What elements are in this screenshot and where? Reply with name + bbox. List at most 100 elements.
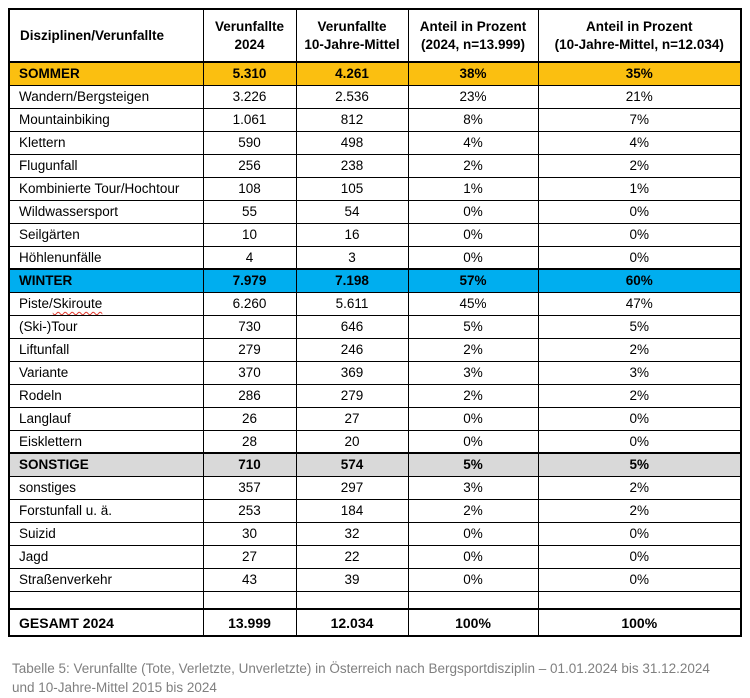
verunfallte-10jahre-cell: 498 — [295, 130, 409, 155]
table-row: Wildwassersport 55 54 0% 0% — [8, 199, 742, 224]
anteil-2024-cell: 3% — [407, 475, 539, 500]
table-row: Forstunfall u. ä. 253 184 2% 2% — [8, 498, 742, 523]
table-row — [8, 590, 742, 610]
table-row: Rodeln 286 279 2% 2% — [8, 383, 742, 408]
spellcheck-underlined-word: Skiroute — [52, 296, 103, 311]
verunfallte-2024-cell: 730 — [202, 314, 297, 339]
anteil-2024-cell: 2% — [407, 383, 539, 408]
table-row: Jagd 27 22 0% 0% — [8, 544, 742, 569]
anteil-2024-cell: 0% — [407, 521, 539, 546]
verunfallte-10jahre-cell: 22 — [295, 544, 409, 569]
anteil-2024-cell: 100% — [407, 608, 539, 637]
discipline-cell: Wandern/Bergsteigen — [8, 84, 204, 109]
verunfallte-10jahre-cell: 246 — [295, 337, 409, 362]
verunfallte-2024-cell: 7.979 — [202, 268, 297, 293]
discipline-cell: Piste/Skiroute — [8, 291, 204, 316]
discipline-cell: Jagd — [8, 544, 204, 569]
verunfallte-10jahre-cell: 2.536 — [295, 84, 409, 109]
verunfallte-10jahre-cell: 54 — [295, 199, 409, 224]
table-row: Kombinierte Tour/Hochtour 108 105 1% 1% — [8, 176, 742, 201]
anteil-2024-cell: 5% — [407, 314, 539, 339]
column-header-verunfallte-10jahre: Verunfallte 10-Jahre-Mittel — [295, 8, 409, 63]
header-row: Disziplinen/Verunfallte Verunfallte 2024… — [8, 8, 742, 63]
verunfallte-10jahre-cell: 574 — [295, 452, 409, 477]
verunfallte-2024-cell: 253 — [202, 498, 297, 523]
verunfallte-2024-cell: 30 — [202, 521, 297, 546]
table-row: Eisklettern 28 20 0% 0% — [8, 429, 742, 454]
verunfallte-2024-cell: 10 — [202, 222, 297, 247]
anteil-10jahre-cell: 0% — [537, 521, 742, 546]
accident-statistics-table-container: Disziplinen/Verunfallte Verunfallte 2024… — [8, 8, 742, 695]
anteil-10jahre-cell: 0% — [537, 406, 742, 431]
discipline-cell — [8, 590, 204, 610]
discipline-cell: Straßenverkehr — [8, 567, 204, 592]
anteil-10jahre-cell: 2% — [537, 475, 742, 500]
table-row: Mountainbiking 1.061 812 8% 7% — [8, 107, 742, 132]
anteil-2024-cell: 45% — [407, 291, 539, 316]
anteil-10jahre-cell: 0% — [537, 222, 742, 247]
table-caption: Tabelle 5: Verunfallte (Tote, Verletzte,… — [12, 660, 750, 698]
anteil-2024-cell: 2% — [407, 337, 539, 362]
discipline-cell: Höhlenunfälle — [8, 245, 204, 270]
anteil-2024-cell: 4% — [407, 130, 539, 155]
anteil-10jahre-cell: 7% — [537, 107, 742, 132]
anteil-10jahre-cell: 60% — [537, 268, 742, 293]
verunfallte-10jahre-cell: 279 — [295, 383, 409, 408]
table-row: Suizid 30 32 0% 0% — [8, 521, 742, 546]
verunfallte-2024-cell: 13.999 — [202, 608, 297, 637]
anteil-2024-cell: 0% — [407, 406, 539, 431]
verunfallte-10jahre-cell: 12.034 — [295, 608, 409, 637]
anteil-2024-cell: 38% — [407, 61, 539, 86]
verunfallte-10jahre-cell: 238 — [295, 153, 409, 178]
table-row: Flugunfall 256 238 2% 2% — [8, 153, 742, 178]
verunfallte-2024-cell: 286 — [202, 383, 297, 408]
verunfallte-10jahre-cell: 646 — [295, 314, 409, 339]
verunfallte-2024-cell: 5.310 — [202, 61, 297, 86]
discipline-cell: Kombinierte Tour/Hochtour — [8, 176, 204, 201]
table-row: Seilgärten 10 16 0% 0% — [8, 222, 742, 247]
table-row: Klettern 590 498 4% 4% — [8, 130, 742, 155]
verunfallte-10jahre-cell: 32 — [295, 521, 409, 546]
discipline-cell: Wildwassersport — [8, 199, 204, 224]
discipline-cell: WINTER — [8, 268, 204, 293]
anteil-10jahre-cell: 0% — [537, 199, 742, 224]
table-row: sonstiges 357 297 3% 2% — [8, 475, 742, 500]
table-row: (Ski-)Tour 730 646 5% 5% — [8, 314, 742, 339]
discipline-cell: Suizid — [8, 521, 204, 546]
verunfallte-10jahre-cell: 39 — [295, 567, 409, 592]
table-header: Disziplinen/Verunfallte Verunfallte 2024… — [8, 8, 742, 63]
anteil-10jahre-cell: 35% — [537, 61, 742, 86]
discipline-cell: (Ski-)Tour — [8, 314, 204, 339]
discipline-cell: sonstiges — [8, 475, 204, 500]
discipline-cell: GESAMT 2024 — [8, 608, 204, 637]
table-row: Straßenverkehr 43 39 0% 0% — [8, 567, 742, 592]
verunfallte-10jahre-cell: 7.198 — [295, 268, 409, 293]
discipline-cell: Mountainbiking — [8, 107, 204, 132]
discipline-cell: Variante — [8, 360, 204, 385]
anteil-10jahre-cell: 0% — [537, 567, 742, 592]
anteil-10jahre-cell: 2% — [537, 498, 742, 523]
table-row: Langlauf 26 27 0% 0% — [8, 406, 742, 431]
column-header-anteil-10jahre: Anteil in Prozent (10-Jahre-Mittel, n=12… — [537, 8, 742, 63]
anteil-2024-cell: 23% — [407, 84, 539, 109]
verunfallte-2024-cell: 590 — [202, 130, 297, 155]
verunfallte-2024-cell: 1.061 — [202, 107, 297, 132]
discipline-cell: Liftunfall — [8, 337, 204, 362]
verunfallte-10jahre-cell: 5.611 — [295, 291, 409, 316]
anteil-10jahre-cell — [537, 590, 742, 610]
anteil-10jahre-cell: 0% — [537, 429, 742, 454]
verunfallte-2024-cell — [202, 590, 297, 610]
verunfallte-10jahre-cell: 184 — [295, 498, 409, 523]
anteil-10jahre-cell: 5% — [537, 314, 742, 339]
verunfallte-2024-cell: 28 — [202, 429, 297, 454]
anteil-2024-cell: 0% — [407, 245, 539, 270]
verunfallte-2024-cell: 4 — [202, 245, 297, 270]
table-row: SONSTIGE 710 574 5% 5% — [8, 452, 742, 477]
verunfallte-2024-cell: 370 — [202, 360, 297, 385]
verunfallte-10jahre-cell: 4.261 — [295, 61, 409, 86]
discipline-cell: Forstunfall u. ä. — [8, 498, 204, 523]
anteil-2024-cell — [407, 590, 539, 610]
verunfallte-2024-cell: 55 — [202, 199, 297, 224]
anteil-10jahre-cell: 3% — [537, 360, 742, 385]
anteil-10jahre-cell: 0% — [537, 245, 742, 270]
